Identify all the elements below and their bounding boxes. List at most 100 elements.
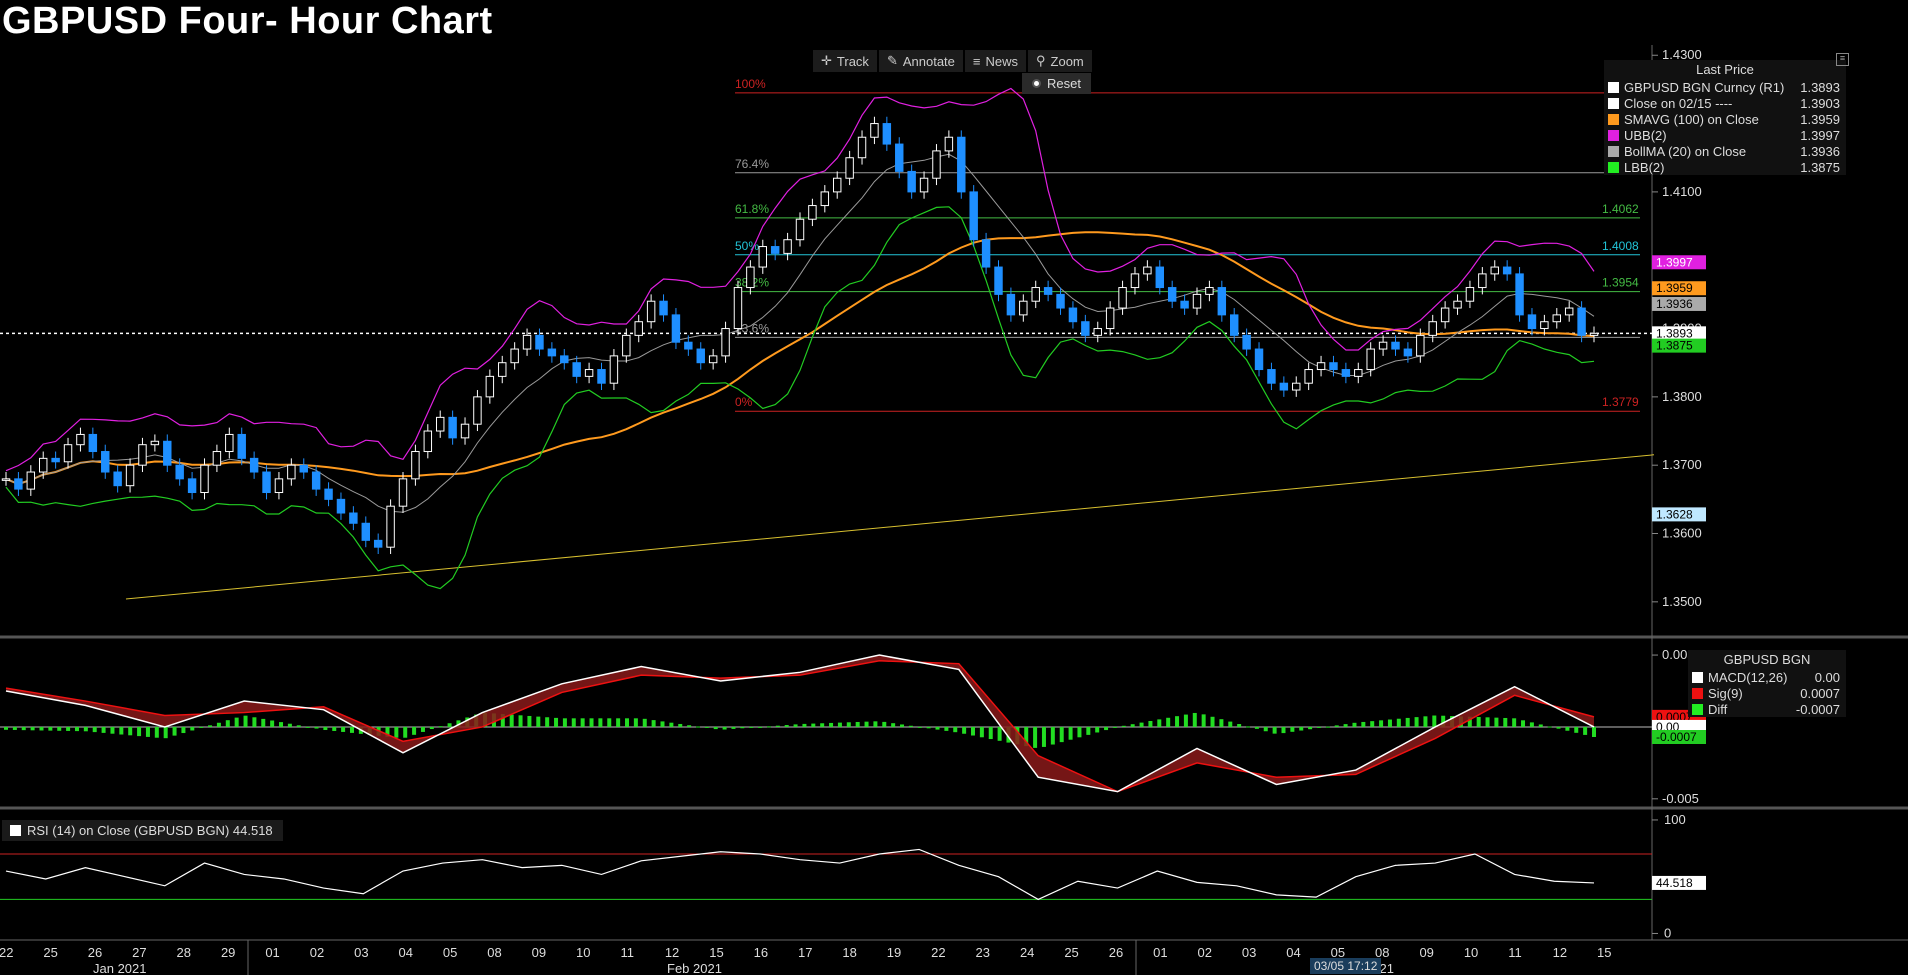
main-legend-item-name: UBB(2) <box>1624 127 1667 143</box>
x-tick-label: 04 <box>399 945 413 960</box>
main-legend-item-value: 1.3875 <box>1800 159 1840 175</box>
pencil-icon: ✎ <box>886 53 898 68</box>
legend-menu-icon[interactable]: ≡ <box>1836 53 1849 66</box>
candle-body <box>696 348 705 364</box>
x-tick-label: 03 <box>354 945 368 960</box>
main-legend-item: SMAVG (100) on Close 1.3959 <box>1604 111 1846 127</box>
candle-body <box>125 464 135 487</box>
macd-diff-bar <box>882 721 887 727</box>
macd-diff-bar <box>1201 714 1206 727</box>
macd-legend-item-value: 0.0007 <box>1800 685 1840 701</box>
macd-diff-bar <box>341 726 346 732</box>
macd-legend: GBPUSD BGN MACD(12,26) 0.00 Sig(9) 0.0007 Di… <box>1688 650 1846 717</box>
macd-diff-bar <box>1228 721 1233 727</box>
candle-body <box>311 471 321 490</box>
macd-diff-bar <box>837 722 842 727</box>
candle-body <box>659 300 668 316</box>
macd-legend-item-value: -0.0007 <box>1795 701 1840 717</box>
candle-body <box>1068 307 1078 323</box>
macd-diff-bar <box>829 722 834 727</box>
main-legend-item: BollMA (20) on Close 1.3936 <box>1604 143 1846 159</box>
candle-body <box>684 341 693 350</box>
candle-body <box>1155 266 1165 289</box>
candle-body <box>1081 321 1090 336</box>
x-tick-label: 02 <box>310 945 324 960</box>
track-button[interactable]: ✛ Track <box>813 50 877 72</box>
candle-body <box>63 444 73 463</box>
macd-diff-bar <box>48 726 53 731</box>
y-tick-label: 1.3700 <box>1662 457 1702 472</box>
zoom-button[interactable]: ⚲ Zoom <box>1028 50 1092 72</box>
macd-diff-bar <box>66 726 71 731</box>
candle-body <box>324 488 333 500</box>
candle-body <box>1254 348 1264 371</box>
y-tick-label: 1.3600 <box>1662 526 1702 541</box>
macd-diff-bar <box>190 726 195 731</box>
price-tag <box>1652 875 1706 890</box>
candle-body <box>597 369 606 384</box>
candle-body <box>76 433 85 446</box>
macd-diff-bar <box>1104 726 1109 731</box>
candle-body <box>560 355 569 364</box>
macd-diff-bar <box>917 726 922 728</box>
macd-diff-bar <box>802 723 807 727</box>
candle-body <box>1564 307 1574 316</box>
news-label: News <box>985 53 1018 69</box>
macd-diff-bar <box>793 724 798 727</box>
macd-diff-bar <box>332 726 337 731</box>
fib-value-label: 1.4062 <box>1602 202 1639 216</box>
macd-diff-bar <box>1024 726 1029 747</box>
macd-legend-item-name: MACD(12,26) <box>1708 669 1788 685</box>
macd-diff-bar <box>1139 722 1144 727</box>
boll-ma-line <box>5 153 1595 513</box>
x-tick-label: 01 <box>265 945 279 960</box>
annotate-button[interactable]: ✎ Annotate <box>878 50 963 72</box>
macd-diff-bar <box>571 718 576 727</box>
candle-body <box>932 150 941 179</box>
candle-body <box>721 328 730 357</box>
macd-line <box>5 654 1595 793</box>
main-legend-swatch <box>1608 97 1619 109</box>
macd-diff-bar <box>57 726 62 731</box>
main-legend-item-value: 1.3997 <box>1800 127 1840 143</box>
candle-body <box>1502 266 1512 275</box>
macd-diff-bar <box>1308 726 1313 730</box>
macd-diff-bar <box>314 726 319 729</box>
news-button[interactable]: ≡ News <box>964 50 1026 72</box>
reset-button[interactable]: Reset <box>1022 73 1091 94</box>
x-tick-label: 05 <box>1331 945 1345 960</box>
macd-diff-bar <box>74 726 79 732</box>
macd-diff-bar <box>1050 726 1055 745</box>
chart-title: GBPUSD Four- Hour Chart <box>2 0 493 42</box>
main-legend-item: LBB(2) 1.3875 <box>1604 159 1846 175</box>
macd-diff-bar <box>323 726 328 731</box>
candle-body <box>919 177 929 193</box>
candle-body <box>411 451 420 480</box>
candle-body <box>1019 300 1028 316</box>
macd-diff-bar <box>1210 716 1215 727</box>
lower-band-line <box>5 206 1595 590</box>
main-legend-swatch <box>1608 161 1619 173</box>
candle-body <box>1577 307 1586 336</box>
macd-diff-bar <box>145 726 150 737</box>
macd-diff-bar <box>119 726 124 735</box>
magnifier-icon: ⚲ <box>1036 53 1046 68</box>
macd-diff-bar <box>820 723 825 727</box>
price-tag-label: 1.3893 <box>1656 326 1693 340</box>
fib-level-label: 76.4% <box>735 157 769 171</box>
macd-diff-bar <box>252 717 257 727</box>
candle-body <box>1267 369 1276 384</box>
macd-diff-bar <box>1121 725 1126 727</box>
macd-legend-swatch <box>1692 687 1703 699</box>
price-tag-label: -0.0007 <box>1656 730 1697 744</box>
macd-diff-bar <box>110 726 115 734</box>
candle-body <box>175 464 184 480</box>
macd-diff-bar <box>1414 717 1419 727</box>
x-tick-label: 09 <box>532 945 546 960</box>
candle-body <box>895 143 904 172</box>
sma100-line <box>5 231 1595 486</box>
price-tag <box>1652 255 1706 270</box>
macd-diff-bar <box>1112 726 1117 728</box>
macd-diff-bar <box>225 720 230 727</box>
